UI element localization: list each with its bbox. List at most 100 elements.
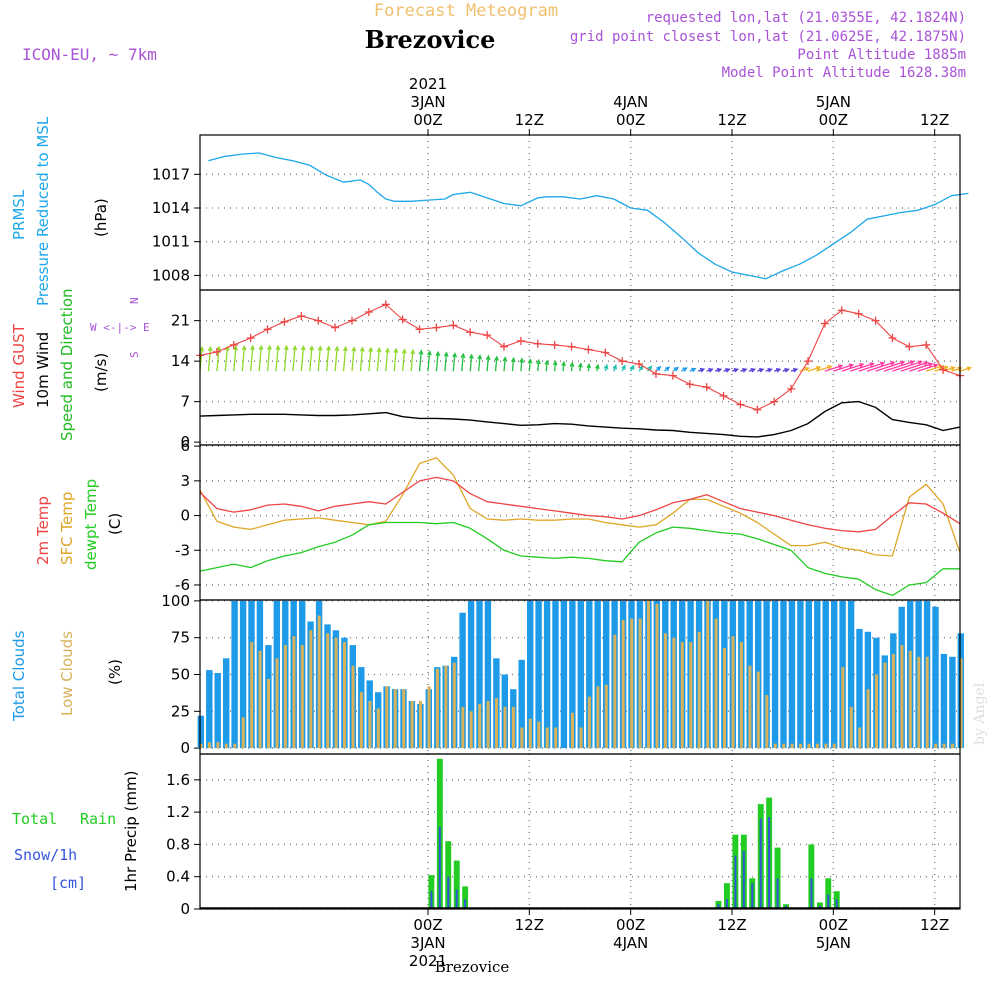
gust-marker — [297, 312, 306, 321]
wind-arrow — [799, 367, 809, 372]
wind-arrow-head — [283, 344, 289, 351]
wind-arrow — [376, 348, 380, 372]
gust-marker — [854, 309, 863, 318]
wind-arrow-head — [923, 361, 929, 366]
y-tick-label: 1.2 — [166, 803, 190, 821]
gust-marker — [263, 325, 272, 334]
wind-arrow-head — [966, 366, 973, 371]
low-cloud-bar — [739, 642, 743, 749]
point-altitude: Point Altitude 1885m — [797, 47, 966, 63]
y-tick-label: 1011 — [152, 233, 190, 251]
wind-arrow-head — [759, 368, 765, 373]
rain-bar — [445, 841, 452, 909]
gust-marker — [314, 316, 323, 325]
gust-marker — [466, 328, 475, 337]
pressure-label-2: Pressure Reduced to MSL — [34, 116, 52, 306]
gust-marker — [500, 342, 508, 351]
wind-arrow — [537, 360, 540, 372]
wind-arrow-head — [900, 360, 906, 366]
gust-marker — [229, 340, 238, 349]
gust-marker — [820, 319, 829, 328]
total-cloud-bar — [560, 600, 568, 749]
wind-arrow-head — [708, 368, 714, 373]
wind-arrow — [503, 357, 506, 372]
wind-arrow — [461, 354, 464, 372]
wind-arrow-head — [656, 365, 662, 371]
wind-arrow-head — [869, 362, 875, 367]
rain-bar — [724, 883, 730, 909]
wind-arrow-head — [351, 346, 357, 352]
wind-arrow — [402, 349, 406, 372]
total-cloud-bar — [552, 600, 559, 749]
gust-marker — [533, 339, 542, 348]
wind-unit: (m/s) — [92, 353, 110, 392]
low-cloud-bar — [942, 743, 946, 749]
gust-marker — [804, 357, 812, 366]
y-tick-label: 0.4 — [166, 868, 190, 886]
wind-arrow — [934, 366, 948, 372]
wind-panel-labels: Wind GUST 10m Wind Speed and Direction (… — [10, 288, 150, 441]
cloud-unit: (%) — [106, 659, 124, 685]
wind-arrow-head — [848, 363, 855, 369]
snow-bar — [734, 855, 737, 909]
top-time-label: 12Z — [515, 111, 544, 129]
low-cloud-bar — [393, 689, 397, 749]
temp-sfc-label: SFC Temp — [58, 492, 76, 565]
low-cloud-bar — [402, 689, 406, 749]
gust-marker — [787, 384, 796, 393]
low-cloud-bar — [723, 648, 726, 749]
wind-arrow-head — [342, 345, 348, 352]
snow-bar — [438, 826, 441, 909]
y-tick-label: 50 — [171, 665, 190, 683]
low-cloud-bar — [858, 727, 862, 749]
gust-marker — [601, 348, 610, 357]
low-cloud-bar — [680, 642, 684, 749]
wind-arrow-head — [815, 365, 822, 371]
snow-bar — [776, 878, 779, 909]
wind-arrow — [385, 348, 389, 372]
low-cloud-bar — [807, 743, 811, 749]
requested-coords: requested lon,lat (21.0355E, 42.1824N) — [646, 10, 966, 26]
low-cloud-bar — [207, 742, 211, 749]
wind-gust-label: Wind GUST — [10, 323, 28, 408]
wind-arrow — [486, 356, 490, 372]
wind-arrow — [909, 363, 933, 372]
wind-arrow — [850, 362, 874, 372]
total-cloud-bar — [797, 600, 804, 749]
wind-arrow — [841, 363, 864, 372]
wind-arrow-head — [536, 358, 541, 365]
gust-marker — [939, 365, 948, 374]
wind-arrow — [418, 350, 422, 372]
footer-location: Brezovice — [435, 958, 510, 976]
top-time-label: 00Z — [616, 111, 645, 129]
panel-clouds: 0 25 50 75 100 — [161, 592, 964, 757]
wind-arrow-head — [792, 367, 799, 373]
total-cloud-bar — [214, 673, 221, 749]
rain-bar — [462, 886, 469, 909]
low-cloud-bar — [469, 711, 473, 749]
low-cloud-bar — [275, 658, 279, 749]
low-cloud-bar — [663, 633, 667, 749]
low-cloud-bar — [486, 701, 490, 749]
low-cloud-bar — [317, 615, 321, 749]
rain-bar — [808, 844, 815, 909]
wind-arrow-head — [519, 357, 525, 363]
wind-arrow-head — [368, 346, 374, 353]
wind-arrow — [241, 346, 246, 372]
low-cloud-bar — [596, 686, 600, 749]
low-cloud-bar — [714, 618, 718, 749]
wind-arrow-head — [577, 362, 583, 368]
low-cloud-bar — [571, 712, 574, 749]
y-tick-label: 14 — [171, 352, 190, 370]
wind-arrow-head — [917, 360, 923, 365]
model-altitude: Model Point Altitude 1628.38m — [722, 65, 966, 81]
wind-speed-line — [199, 400, 961, 438]
wind-arrow-head — [233, 345, 239, 351]
total-clouds-label: Total Clouds — [10, 630, 28, 722]
total-cloud-bar — [831, 600, 838, 749]
gust-marker — [837, 306, 846, 315]
wind-arrow-head — [510, 356, 516, 363]
location-title: Brezovice — [365, 25, 496, 54]
bottom-time-label: 12Z — [515, 916, 544, 934]
wind-arrow-head — [309, 345, 315, 351]
